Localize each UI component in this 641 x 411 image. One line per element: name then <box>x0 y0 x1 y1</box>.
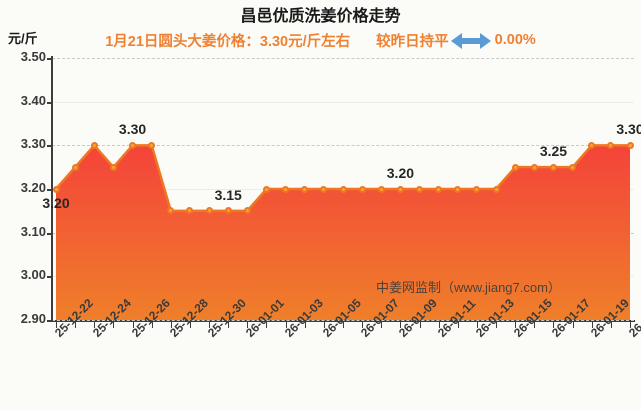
data-point-marker[interactable] <box>473 185 481 193</box>
x-axis-tick-mark <box>534 322 536 328</box>
y-axis-tick-mark <box>47 189 53 191</box>
gridline <box>52 101 634 103</box>
data-point-label: 3.20 <box>42 195 70 211</box>
y-axis-tick-label: 2.90 <box>20 311 46 326</box>
x-axis-tick-mark <box>381 322 383 328</box>
y-axis-tick-mark <box>47 320 53 322</box>
data-point-marker[interactable] <box>262 185 270 193</box>
data-point-marker[interactable] <box>492 185 500 193</box>
data-point-marker[interactable] <box>301 185 309 193</box>
x-axis-tick-mark <box>630 322 631 328</box>
x-axis-tick-mark <box>113 322 115 328</box>
x-axis-tick-mark <box>304 322 306 328</box>
gridline <box>52 320 634 321</box>
y-axis-tick-label: 3.00 <box>20 267 46 283</box>
data-point-marker[interactable] <box>396 185 404 193</box>
x-axis-tick-mark <box>209 322 211 328</box>
watermark-text: 中姜网监制（www.jiang7.com） <box>376 280 561 295</box>
x-axis-tick-mark <box>572 322 574 328</box>
x-axis-tick-mark <box>75 322 77 328</box>
data-point-label: 3.30 <box>616 121 641 138</box>
x-axis-tick-mark <box>189 322 191 328</box>
x-axis-tick-mark <box>438 322 440 328</box>
x-axis-tick-mark <box>247 322 249 328</box>
double-arrow-horizontal-icon <box>450 32 491 50</box>
data-point-marker[interactable] <box>416 185 424 193</box>
y-axis-tick-label: 3.50 <box>20 49 46 64</box>
data-point-label: 3.20 <box>386 165 415 181</box>
x-axis-tick-mark <box>591 322 593 328</box>
data-point-marker[interactable] <box>607 141 615 149</box>
x-axis-tick-mark <box>323 322 325 328</box>
chart-title: 昌邑优质洗姜价格走势 <box>240 8 401 25</box>
x-axis-tick-mark <box>94 322 96 328</box>
y-axis-tick-label: 3.30 <box>20 136 46 152</box>
x-axis-tick-mark <box>610 322 612 328</box>
x-axis-tick-mark <box>132 322 134 328</box>
data-point-marker[interactable] <box>569 163 577 171</box>
data-point-marker[interactable] <box>71 163 79 171</box>
data-point-marker[interactable] <box>377 185 385 193</box>
x-axis-tick-mark <box>343 322 344 328</box>
y-axis-tick-label: 3.20 <box>20 180 46 195</box>
subtitle-price-text: 1月21日圆头大姜价格：3.30元/斤左右 <box>105 33 351 50</box>
subtitle-change-text: 较昨日持平 <box>376 33 449 50</box>
data-point-marker[interactable] <box>282 185 290 193</box>
y-axis-tick-label: 3.10 <box>20 223 46 239</box>
x-axis-tick-mark <box>170 322 172 328</box>
y-axis-unit-label: 元/斤 <box>8 31 38 46</box>
y-axis-tick-mark <box>47 232 53 235</box>
data-point-marker[interactable] <box>205 207 213 215</box>
y-axis-tick-mark <box>47 101 53 104</box>
data-point-marker[interactable] <box>129 141 137 149</box>
data-point-marker[interactable] <box>167 207 175 215</box>
x-axis-tick-mark <box>515 322 517 328</box>
data-point-marker[interactable] <box>549 163 557 171</box>
data-point-marker[interactable] <box>339 185 347 193</box>
data-point-marker[interactable] <box>186 207 194 215</box>
data-point-label: 3.30 <box>118 121 147 138</box>
data-point-marker[interactable] <box>435 185 443 193</box>
data-point-label: 3.15 <box>214 186 242 203</box>
x-axis-tick-mark <box>151 322 153 328</box>
x-axis-tick-mark <box>285 322 287 328</box>
x-axis-tick-mark <box>553 322 555 328</box>
x-axis-tick-mark <box>476 322 478 328</box>
x-axis-tick-mark <box>362 322 364 328</box>
percent-change-value: 0.00% <box>494 32 536 48</box>
x-axis-line <box>51 320 635 322</box>
x-axis-tick-mark <box>56 322 57 328</box>
y-axis-tick-mark <box>47 145 53 148</box>
x-axis-tick-mark <box>400 322 402 328</box>
y-axis-tick-mark <box>47 58 53 60</box>
data-point-marker[interactable] <box>243 207 251 215</box>
data-point-marker[interactable] <box>588 141 596 149</box>
data-point-marker[interactable] <box>511 163 519 171</box>
x-axis-tick-mark <box>496 322 498 328</box>
gridline <box>52 145 634 147</box>
y-axis-tick-mark <box>47 276 53 279</box>
x-axis-tick-mark <box>419 322 421 328</box>
data-point-marker[interactable] <box>52 185 60 193</box>
data-point-marker[interactable] <box>358 185 366 193</box>
data-point-marker[interactable] <box>320 185 328 193</box>
data-point-marker[interactable] <box>148 141 156 149</box>
x-axis-tick-mark <box>457 322 459 328</box>
data-point-label: 3.25 <box>539 143 568 160</box>
data-point-marker[interactable] <box>454 185 462 193</box>
y-axis-tick-label: 3.40 <box>20 92 46 108</box>
data-point-marker[interactable] <box>109 163 117 171</box>
x-axis-tick-mark <box>266 322 268 328</box>
x-axis-tick-mark <box>228 322 230 328</box>
chart-subtitle: 1月21日圆头大姜价格：3.30元/斤左右 较昨日持平 0.00% <box>0 29 641 51</box>
data-point-marker[interactable] <box>530 163 538 171</box>
data-point-marker[interactable] <box>224 207 232 215</box>
data-point-marker[interactable] <box>90 141 98 149</box>
data-point-marker[interactable] <box>626 141 634 149</box>
gridline <box>52 58 634 59</box>
